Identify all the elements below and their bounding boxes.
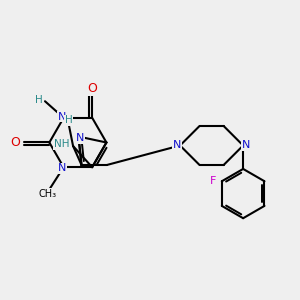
Text: N: N <box>76 134 84 143</box>
Text: H: H <box>65 116 72 125</box>
Text: F: F <box>210 176 216 186</box>
Text: O: O <box>87 82 97 95</box>
Text: N: N <box>58 164 66 173</box>
Text: NH: NH <box>54 140 70 149</box>
Text: N: N <box>58 112 66 122</box>
Text: N: N <box>173 140 181 150</box>
Text: O: O <box>10 136 20 149</box>
Text: CH₃: CH₃ <box>38 189 56 199</box>
Text: H: H <box>35 95 43 105</box>
Text: N: N <box>242 140 250 150</box>
